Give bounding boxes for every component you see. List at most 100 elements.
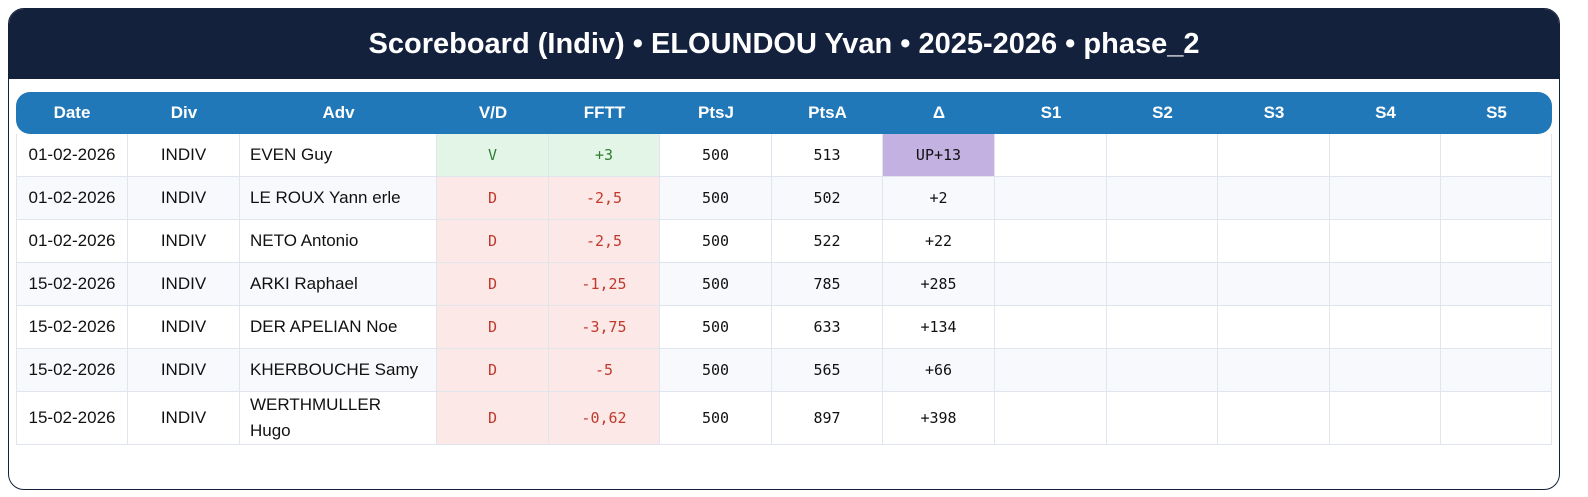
column-header: PtsJ — [660, 92, 772, 134]
table-cell: 01-02-2026 — [16, 177, 128, 220]
table-cell: INDIV — [128, 263, 240, 306]
table-cell: D — [437, 392, 549, 445]
empty-cell — [1218, 306, 1330, 349]
score-table: Date Div Adv V/D FFTT PtsJ PtsA Δ S1 S2 S3 S4 S5 01-… — [16, 92, 1552, 445]
table-cell: ARKI Raphael — [240, 263, 437, 306]
table-cell: 785 — [772, 263, 883, 306]
table-cell: D — [437, 220, 549, 263]
empty-cell — [995, 392, 1107, 445]
table-cell: 513 — [772, 134, 883, 177]
table-cell: 500 — [660, 349, 772, 392]
table-cell: 15-02-2026 — [16, 392, 128, 445]
column-header: S3 — [1218, 92, 1330, 134]
empty-cell — [1218, 263, 1330, 306]
table-cell: NETO Antonio — [240, 220, 437, 263]
table-cell: D — [437, 177, 549, 220]
table-cell: +398 — [883, 392, 995, 445]
empty-cell — [995, 134, 1107, 177]
empty-cell — [1218, 134, 1330, 177]
empty-cell — [1441, 349, 1552, 392]
table-cell: -5 — [549, 349, 660, 392]
table-cell: WERTHMULLER Hugo — [240, 392, 437, 445]
column-header: V/D — [437, 92, 549, 134]
empty-cell — [1441, 306, 1552, 349]
empty-cell — [1218, 220, 1330, 263]
empty-cell — [995, 220, 1107, 263]
table-cell: INDIV — [128, 349, 240, 392]
empty-cell — [1441, 220, 1552, 263]
column-header: Δ — [883, 92, 995, 134]
table-cell: INDIV — [128, 392, 240, 445]
table-row: 15-02-2026 INDIV WERTHMULLER Hugo D -0,62 500… — [16, 392, 1552, 445]
table-cell: INDIV — [128, 220, 240, 263]
table-body: 01-02-2026 INDIV EVEN Guy V +3 500 513 UP+13 01-… — [16, 134, 1552, 445]
table-row: 15-02-2026 INDIV ARKI Raphael D -1,25 500 785 +… — [16, 263, 1552, 306]
table-cell: INDIV — [128, 134, 240, 177]
table-row: 15-02-2026 INDIV KHERBOUCHE Samy D -5 500 565 +… — [16, 349, 1552, 392]
table-row: 01-02-2026 INDIV LE ROUX Yann erle D -2,5 500… — [16, 177, 1552, 220]
table-cell: -1,25 — [549, 263, 660, 306]
column-header: Div — [128, 92, 240, 134]
empty-cell — [1441, 392, 1552, 445]
column-header: PtsA — [772, 92, 883, 134]
table-cell: INDIV — [128, 306, 240, 349]
table-cell: 897 — [772, 392, 883, 445]
table-cell: 500 — [660, 392, 772, 445]
table-cell: +285 — [883, 263, 995, 306]
empty-cell — [1107, 349, 1218, 392]
empty-cell — [1330, 263, 1441, 306]
table-row: 01-02-2026 INDIV EVEN Guy V +3 500 513 UP+13 — [16, 134, 1552, 177]
table-cell: +2 — [883, 177, 995, 220]
table-cell: 633 — [772, 306, 883, 349]
table-cell: 500 — [660, 134, 772, 177]
title: Scoreboard (Indiv) • ELOUNDOU Yvan • 202… — [9, 9, 1559, 79]
empty-cell — [1330, 306, 1441, 349]
empty-cell — [1107, 220, 1218, 263]
table-cell: -2,5 — [549, 220, 660, 263]
empty-cell — [1330, 177, 1441, 220]
table-cell: EVEN Guy — [240, 134, 437, 177]
column-header: Adv — [240, 92, 437, 134]
scoreboard-card: Scoreboard (Indiv) • ELOUNDOU Yvan • 202… — [8, 8, 1560, 490]
table-row: 01-02-2026 INDIV NETO Antonio D -2,5 500 522 +2… — [16, 220, 1552, 263]
empty-cell — [1441, 177, 1552, 220]
empty-cell — [1330, 134, 1441, 177]
empty-cell — [1107, 263, 1218, 306]
empty-cell — [1218, 177, 1330, 220]
table-cell: D — [437, 263, 549, 306]
table-cell: 500 — [660, 220, 772, 263]
empty-cell — [1107, 392, 1218, 445]
column-header: S4 — [1330, 92, 1441, 134]
empty-cell — [1218, 349, 1330, 392]
empty-cell — [1441, 263, 1552, 306]
table-cell: 522 — [772, 220, 883, 263]
header-row: Date Div Adv V/D FFTT PtsJ PtsA Δ S1 S2 S3 S4 S5 — [16, 92, 1552, 134]
table-cell: 500 — [660, 177, 772, 220]
column-header: S2 — [1107, 92, 1218, 134]
empty-cell — [1107, 177, 1218, 220]
empty-cell — [1441, 134, 1552, 177]
empty-cell — [995, 177, 1107, 220]
table-cell: 565 — [772, 349, 883, 392]
table-row: 15-02-2026 INDIV DER APELIAN Noe D -3,75 500 6… — [16, 306, 1552, 349]
table-cell: D — [437, 349, 549, 392]
table-cell: UP+13 — [883, 134, 995, 177]
empty-cell — [995, 306, 1107, 349]
empty-cell — [1107, 306, 1218, 349]
empty-cell — [1330, 392, 1441, 445]
table-cell: +3 — [549, 134, 660, 177]
table-cell: INDIV — [128, 177, 240, 220]
table-cell: 15-02-2026 — [16, 306, 128, 349]
table-cell: LE ROUX Yann erle — [240, 177, 437, 220]
empty-cell — [1330, 220, 1441, 263]
table-cell: +22 — [883, 220, 995, 263]
column-header: Date — [16, 92, 128, 134]
table-cell: 500 — [660, 263, 772, 306]
table-cell: DER APELIAN Noe — [240, 306, 437, 349]
empty-cell — [1218, 392, 1330, 445]
column-header: S1 — [995, 92, 1107, 134]
column-header: FFTT — [549, 92, 660, 134]
table-cell: 15-02-2026 — [16, 263, 128, 306]
table-cell: -3,75 — [549, 306, 660, 349]
